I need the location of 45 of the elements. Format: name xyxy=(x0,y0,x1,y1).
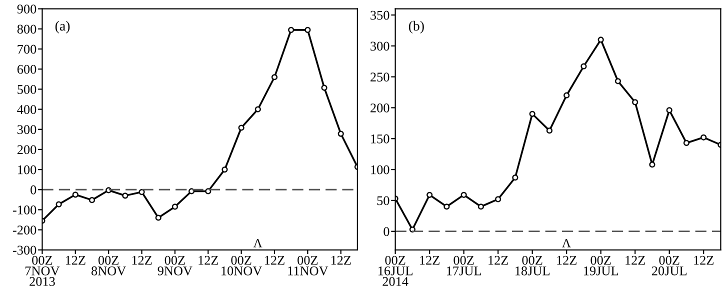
x-tick-label: 12Z xyxy=(132,256,152,265)
y-tick-label: 200 xyxy=(17,145,36,154)
text: (a) xyxy=(55,20,70,34)
y-tick-label: 200 xyxy=(370,104,390,112)
y-tick-label: 150 xyxy=(371,134,390,144)
x-tick-label: 12Z xyxy=(488,256,508,265)
x-tick-label: 12Z xyxy=(694,256,714,265)
y-tick-label: 900 xyxy=(17,4,36,14)
y-tick-label: 300 xyxy=(18,125,36,134)
y-tick-label: 800 xyxy=(17,24,36,34)
y-tick-label: 350 xyxy=(370,10,390,20)
y-tick-label: 0 xyxy=(30,185,36,194)
y-tick-label: 600 xyxy=(17,64,36,74)
y-tick-label: 250 xyxy=(370,72,390,82)
x-tick-label: 00Z 19JUL xyxy=(584,256,618,276)
x-tick-label: 12Z xyxy=(557,256,576,265)
x-tick-label: 00Z 11NOV xyxy=(288,256,328,276)
y-tick-label: 0 xyxy=(384,227,390,236)
x-tick-label: 12Z xyxy=(420,256,440,265)
x-tick-label: 00Z 16JUL 2014 xyxy=(378,256,412,286)
x-tick-label: 00Z 7NOV 2013 xyxy=(26,256,60,286)
x-tick-label: 12Z xyxy=(198,256,218,265)
y-tick-label: 300 xyxy=(370,42,390,51)
x-tick-label: 00Z 17JUL xyxy=(447,256,481,276)
annotation: Λ xyxy=(562,238,571,248)
y-tick-label: 100 xyxy=(18,165,36,174)
y-tick-label: -300 xyxy=(12,246,36,255)
annotation: Λ xyxy=(253,238,262,248)
x-tick-label: 12Z xyxy=(626,256,645,265)
y-tick-label: 700 xyxy=(18,44,36,54)
x-tick-label: 12Z xyxy=(331,256,351,265)
y-tick-label: 100 xyxy=(371,165,390,174)
x-tick-label: 00Z 18JUL xyxy=(516,256,550,276)
x-tick-label: 00Z 20JUL xyxy=(652,256,687,276)
x-tick-label: 12Z xyxy=(265,256,284,265)
x-tick-label: 00Z 8NOV xyxy=(92,256,126,276)
x-tick-label: 12Z xyxy=(66,256,86,265)
y-tick-label: -100 xyxy=(12,206,36,214)
text: (b) xyxy=(408,20,424,34)
y-tick-label: -200 xyxy=(12,226,36,235)
y-tick-label: 400 xyxy=(17,105,36,114)
y-tick-label: 500 xyxy=(18,84,36,94)
x-tick-label: 00Z 9NOV xyxy=(158,256,192,276)
y-tick-label: 50 xyxy=(377,196,390,206)
x-tick-label: 00Z 10NOV xyxy=(222,256,262,276)
